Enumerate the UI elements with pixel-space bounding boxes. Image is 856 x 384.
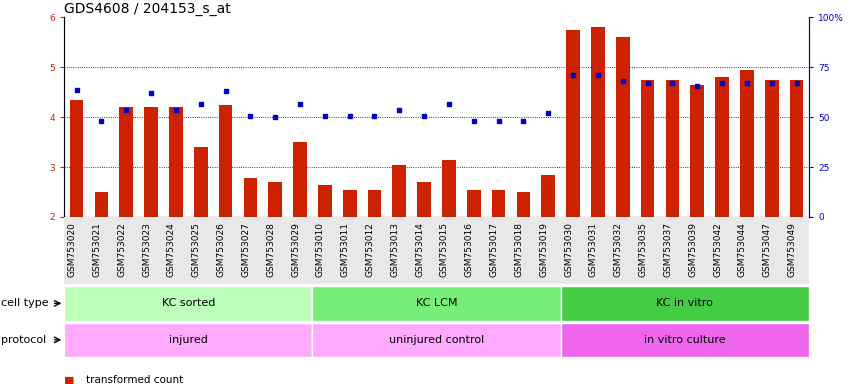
Bar: [691, 85, 704, 217]
Text: GSM753032: GSM753032: [614, 222, 622, 277]
Bar: [269, 182, 282, 217]
Text: GSM753028: GSM753028: [266, 222, 275, 277]
Bar: [145, 107, 158, 217]
Bar: [368, 190, 381, 217]
Bar: [765, 80, 778, 217]
Bar: [616, 37, 629, 217]
Bar: [567, 30, 580, 217]
Text: injured: injured: [169, 335, 208, 345]
Bar: [790, 80, 803, 217]
Text: GDS4608 / 204153_s_at: GDS4608 / 204153_s_at: [64, 2, 231, 16]
Bar: [716, 77, 728, 217]
Text: GSM753049: GSM753049: [788, 222, 796, 277]
Text: GSM753047: GSM753047: [763, 222, 771, 277]
Text: GSM753012: GSM753012: [366, 222, 374, 277]
Text: KC LCM: KC LCM: [416, 298, 457, 308]
Text: GSM753011: GSM753011: [341, 222, 349, 277]
Text: transformed count: transformed count: [86, 375, 183, 384]
Bar: [542, 175, 555, 217]
Bar: [312, 286, 561, 321]
Bar: [120, 107, 133, 217]
Bar: [467, 190, 480, 217]
Text: GSM753018: GSM753018: [514, 222, 523, 277]
Bar: [312, 323, 561, 357]
Text: GSM753010: GSM753010: [316, 222, 324, 277]
Text: GSM753015: GSM753015: [440, 222, 449, 277]
Bar: [591, 27, 604, 217]
Bar: [294, 142, 306, 217]
Bar: [517, 192, 530, 217]
Text: GSM753039: GSM753039: [688, 222, 697, 277]
Text: uninjured control: uninjured control: [389, 335, 484, 345]
Bar: [443, 160, 455, 217]
Text: GSM753017: GSM753017: [490, 222, 498, 277]
Bar: [393, 165, 406, 217]
Text: GSM753019: GSM753019: [539, 222, 548, 277]
Bar: [64, 323, 312, 357]
Bar: [318, 185, 331, 217]
Text: cell type: cell type: [1, 298, 49, 308]
Text: GSM753042: GSM753042: [713, 222, 722, 277]
Text: GSM753037: GSM753037: [663, 222, 672, 277]
Text: ■: ■: [64, 375, 74, 384]
Bar: [95, 192, 108, 217]
Text: in vitro culture: in vitro culture: [644, 335, 726, 345]
Text: GSM753021: GSM753021: [92, 222, 101, 277]
Text: GSM753035: GSM753035: [639, 222, 647, 277]
Text: GSM753026: GSM753026: [217, 222, 225, 277]
Text: GSM753030: GSM753030: [564, 222, 574, 277]
Bar: [641, 80, 654, 217]
Text: KC in vitro: KC in vitro: [657, 298, 713, 308]
Bar: [740, 70, 753, 217]
Bar: [418, 182, 431, 217]
Bar: [64, 286, 312, 321]
Text: GSM753029: GSM753029: [291, 222, 300, 277]
Text: GSM753031: GSM753031: [589, 222, 597, 277]
Text: GSM753027: GSM753027: [241, 222, 250, 277]
Text: GSM753014: GSM753014: [415, 222, 424, 277]
Text: GSM753024: GSM753024: [167, 222, 175, 277]
Text: GSM753022: GSM753022: [117, 222, 127, 277]
Bar: [666, 80, 679, 217]
Text: GSM753044: GSM753044: [738, 222, 746, 277]
Bar: [70, 100, 83, 217]
Text: protocol: protocol: [1, 335, 46, 345]
Text: GSM753013: GSM753013: [390, 222, 399, 277]
Bar: [169, 107, 182, 217]
Text: GSM753016: GSM753016: [465, 222, 473, 277]
Text: GSM753023: GSM753023: [142, 222, 151, 277]
Bar: [492, 190, 505, 217]
Bar: [561, 286, 809, 321]
Text: GSM753025: GSM753025: [192, 222, 200, 277]
Text: KC sorted: KC sorted: [162, 298, 215, 308]
Text: GSM753020: GSM753020: [68, 222, 76, 277]
Bar: [343, 190, 356, 217]
Bar: [219, 105, 232, 217]
Bar: [561, 323, 809, 357]
Bar: [244, 178, 257, 217]
Bar: [194, 147, 207, 217]
